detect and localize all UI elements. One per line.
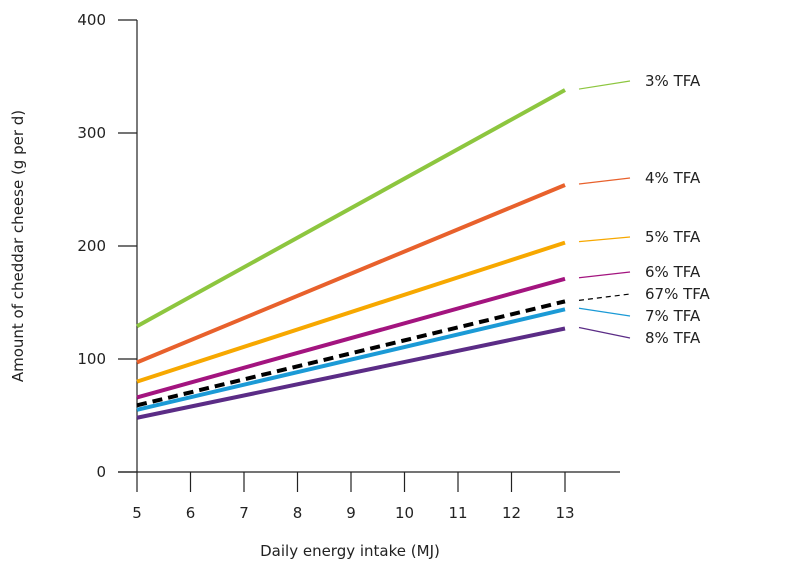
legend-label: 8% TFA <box>645 329 701 347</box>
x-tick-label: 10 <box>395 504 414 522</box>
y-axis-label: Amount of cheddar cheese (g per d) <box>9 110 27 382</box>
series-line <box>136 183 566 365</box>
y-tick-label: 100 <box>77 350 106 368</box>
legend-label: 7% TFA <box>645 307 701 325</box>
y-ticks: 0 100 200 300 400 <box>77 11 137 481</box>
y-tick-label: 400 <box>77 11 106 29</box>
legend-leader <box>578 307 631 317</box>
y-tick-label: 300 <box>77 124 106 142</box>
series-line <box>136 307 566 412</box>
series-line <box>136 326 566 420</box>
legend-label: 6% TFA <box>645 263 701 281</box>
x-tick-label: 8 <box>293 504 303 522</box>
series-lines <box>136 88 566 420</box>
x-tick-label: 6 <box>186 504 196 522</box>
x-ticks: 5 6 7 8 9 10 11 12 13 <box>132 472 575 522</box>
series-line <box>136 299 566 408</box>
legend-leader <box>578 236 631 243</box>
x-tick-label: 5 <box>132 504 142 522</box>
legend-leader <box>578 326 631 339</box>
legend-leader <box>578 271 631 279</box>
legend-label: 67% TFA <box>645 285 711 303</box>
legend-leader <box>578 177 631 185</box>
y-tick-label: 0 <box>96 463 106 481</box>
legend-label: 5% TFA <box>645 228 701 246</box>
x-tick-label: 12 <box>502 504 521 522</box>
x-tick-label: 9 <box>346 504 356 522</box>
legend: 3% TFA 4% TFA 5% TFA 6% TFA 67% TFA 7% TFA 8% … <box>578 72 711 347</box>
legend-leader <box>578 293 631 301</box>
x-tick-label: 13 <box>555 504 574 522</box>
series-line <box>136 240 566 384</box>
series-line <box>136 88 566 328</box>
legend-leader <box>578 80 631 90</box>
y-tick-label: 200 <box>77 237 106 255</box>
x-tick-label: 7 <box>239 504 249 522</box>
legend-label: 4% TFA <box>645 169 701 187</box>
legend-label: 3% TFA <box>645 72 701 90</box>
x-axis-label: Daily energy intake (MJ) <box>260 542 440 560</box>
x-tick-label: 11 <box>448 504 467 522</box>
series-line <box>136 276 566 400</box>
